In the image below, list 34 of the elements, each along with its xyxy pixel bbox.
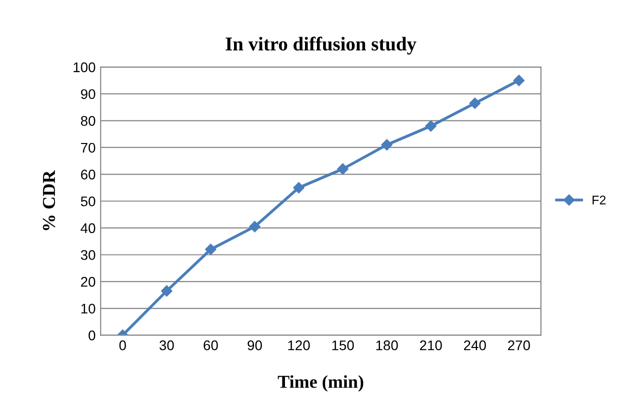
y-tick-label: 60	[81, 170, 96, 180]
x-tick-label: 240	[464, 340, 486, 350]
chart-title: In vitro diffusion study	[226, 36, 416, 55]
x-tick-label: 150	[332, 340, 354, 350]
x-axis-title: Time (min)	[278, 375, 364, 392]
x-tick-label: 270	[508, 340, 530, 350]
point	[249, 220, 260, 232]
point	[425, 120, 436, 132]
x-tick-label: 210	[420, 340, 442, 350]
y-tick-label: 0	[88, 330, 96, 340]
y-tick-label: 70	[81, 142, 96, 153]
x-tick-label: 60	[204, 340, 218, 350]
x-tick-label: 30	[159, 340, 174, 350]
point	[469, 98, 480, 109]
point	[205, 244, 216, 255]
y-axis-title: % CDR	[42, 170, 56, 230]
point	[513, 74, 525, 86]
y-tick-label: 20	[81, 276, 96, 287]
y-tick-label: 80	[80, 116, 96, 126]
point	[337, 163, 348, 175]
y-tick-label: 100	[74, 62, 96, 72]
x-tick-label: 90	[248, 340, 262, 350]
point	[161, 285, 172, 297]
x-tick-label: 0	[119, 340, 126, 350]
x-tick-label: 120	[288, 340, 310, 350]
y-tick-label: 40	[80, 223, 96, 234]
point	[381, 139, 392, 150]
y-tick-label: 90	[80, 89, 96, 100]
y-tick-label: 10	[81, 304, 96, 314]
point	[293, 182, 304, 194]
y-tick-label: 30	[80, 250, 96, 260]
x-tick-label: 180	[376, 340, 398, 350]
legend-label: F2	[592, 196, 606, 204]
y-tick-label: 50	[80, 196, 96, 206]
